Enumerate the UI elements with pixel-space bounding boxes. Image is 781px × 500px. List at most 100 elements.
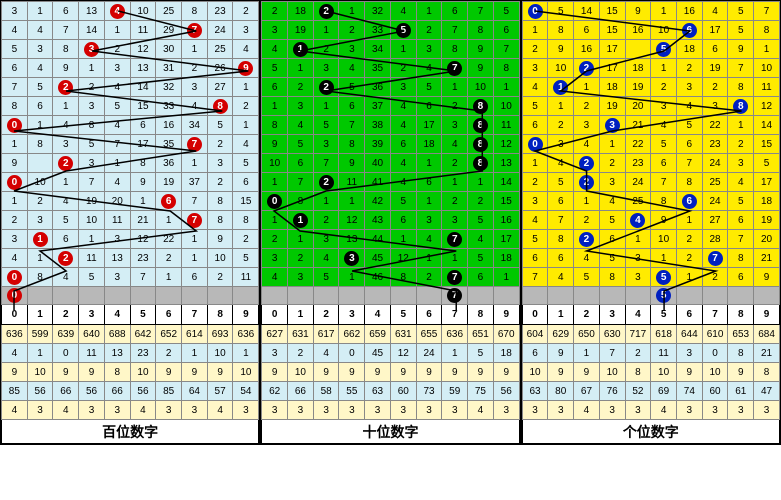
grid-cell: 12 — [493, 135, 519, 154]
grid-cell: 10 — [207, 249, 233, 268]
grid-cell: 6 — [53, 2, 79, 21]
grid-cell: 10 — [493, 97, 519, 116]
grid-cell: 1 — [390, 40, 416, 59]
stat-cell: 4 — [130, 401, 156, 420]
grid-cell: 2 — [53, 154, 79, 173]
grid-cell: 4 — [27, 21, 53, 40]
grid-cell: 4 — [522, 78, 548, 97]
grid-cell: 5 — [390, 21, 416, 40]
gray-cell — [390, 287, 416, 305]
grid-cell: 1 — [416, 192, 442, 211]
stat-cell: 4 — [651, 401, 677, 420]
stat-cell: 9 — [548, 344, 574, 363]
header-cell: 1 — [288, 305, 314, 325]
stat-cell: 9 — [728, 363, 754, 382]
header-row: 0123456789 — [522, 305, 779, 325]
header-cell: 3 — [339, 305, 365, 325]
grid-cell: 1 — [79, 230, 105, 249]
highlight-ball: 2 — [58, 80, 73, 95]
header-cell: 6 — [156, 305, 182, 325]
stat-cell: 1 — [27, 344, 53, 363]
grid-cell: 3 — [599, 173, 625, 192]
grid-cell: 1 — [156, 268, 182, 287]
grid-cell: 2 — [339, 21, 365, 40]
grid-cell: 5 — [468, 249, 494, 268]
grid-cell: 1 — [27, 249, 53, 268]
stat-cell: 636 — [442, 325, 468, 344]
grid-cell: 1 — [288, 230, 314, 249]
stat-cell: 662 — [339, 325, 365, 344]
stat-row: 41011132321101 — [2, 344, 259, 363]
grid-cell: 36 — [156, 154, 182, 173]
grid-cell: 5 — [676, 116, 702, 135]
highlight-ball: 8 — [473, 99, 488, 114]
gray-cell — [130, 287, 156, 305]
grid-cell: 4 — [390, 97, 416, 116]
stat-cell: 717 — [625, 325, 651, 344]
grid-cell: 4 — [2, 249, 28, 268]
stat-cell: 66 — [104, 382, 130, 401]
grid-cell: 23 — [207, 2, 233, 21]
grid-cell: 2 — [288, 78, 314, 97]
stat-cell: 62 — [262, 382, 288, 401]
grid-cell: 4 — [390, 154, 416, 173]
grid-cell: 3 — [53, 135, 79, 154]
grid-cell: 5 — [522, 230, 548, 249]
stat-cell: 56 — [493, 382, 519, 401]
grid-cell: 10 — [262, 154, 288, 173]
grid-cell: 8 — [288, 192, 314, 211]
grid-cell: 32 — [156, 78, 182, 97]
grid-cell: 4 — [651, 116, 677, 135]
stat-cell: 670 — [493, 325, 519, 344]
grid-row: 31613410258232 — [2, 2, 259, 21]
grid-cell: 5 — [728, 21, 754, 40]
highlight-ball: 6 — [682, 194, 697, 209]
grid-cell: 3 — [599, 116, 625, 135]
grid-cell: 3 — [548, 135, 574, 154]
grid-cell: 3 — [233, 21, 259, 40]
grid-cell: 2 — [207, 173, 233, 192]
stat-cell: 3 — [416, 401, 442, 420]
grid-cell: 1 — [390, 230, 416, 249]
grid-cell: 2 — [104, 40, 130, 59]
grid-cell: 4 — [625, 211, 651, 230]
header-cell: 2 — [313, 305, 339, 325]
grid-cell: 9 — [207, 230, 233, 249]
grid-cell: 29 — [156, 21, 182, 40]
grid-cell: 0 — [2, 268, 28, 287]
gray-cell — [27, 287, 53, 305]
highlight-ball: 2 — [579, 175, 594, 190]
grid-cell: 9 — [53, 59, 79, 78]
grid-cell: 6 — [288, 154, 314, 173]
stat-cell: 684 — [754, 325, 780, 344]
grid-cell: 6 — [27, 97, 53, 116]
highlight-ball: 7 — [187, 23, 202, 38]
stat-cell: 10 — [702, 363, 728, 382]
grid-cell: 1 — [262, 173, 288, 192]
grid-cell: 10 — [79, 211, 105, 230]
stat-cell: 618 — [651, 325, 677, 344]
highlight-ball: 5 — [656, 42, 671, 57]
grid-cell: 3 — [416, 211, 442, 230]
grid-cell: 4 — [104, 116, 130, 135]
stat-cell: 1 — [182, 344, 208, 363]
grid-cell: 6 — [262, 78, 288, 97]
grid-cell: 1 — [182, 230, 208, 249]
stat-cell: 3 — [754, 401, 780, 420]
stat-cell: 659 — [365, 325, 391, 344]
grid-cell: 3 — [339, 249, 365, 268]
gray-cell — [156, 287, 182, 305]
stat-cell: 74 — [676, 382, 702, 401]
grid-cell: 5 — [104, 97, 130, 116]
grid-row: 9231836135 — [2, 154, 259, 173]
header-cell: 6 — [416, 305, 442, 325]
stat-cell: 655 — [416, 325, 442, 344]
stat-cell: 3 — [339, 401, 365, 420]
grid-cell: 3 — [651, 97, 677, 116]
grid-row: 0514159116457 — [522, 2, 779, 21]
stat-cell: 6 — [522, 344, 548, 363]
stat-cell: 21 — [754, 344, 780, 363]
grid-cell: 6 — [728, 211, 754, 230]
stat-cell: 64 — [182, 382, 208, 401]
grid-cell: 9 — [233, 59, 259, 78]
